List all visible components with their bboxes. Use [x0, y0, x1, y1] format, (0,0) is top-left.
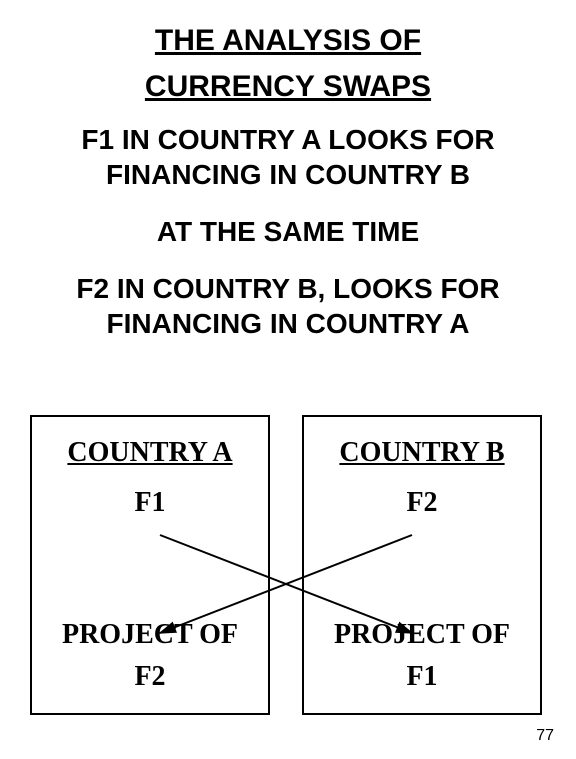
- country-a-title: COUNTRY A: [32, 437, 268, 469]
- country-b-project-firm: F1: [304, 661, 540, 693]
- paragraph-3a: F2 IN COUNTRY B, LOOKS FOR: [30, 271, 546, 306]
- country-a-project-label: PROJECT OF: [32, 619, 268, 651]
- country-b-box: COUNTRY B F2 PROJECT OF F1: [302, 415, 542, 715]
- paragraph-3b: FINANCING IN COUNTRY A: [30, 306, 546, 341]
- page-number: 77: [536, 727, 554, 745]
- diagram: COUNTRY A F1 PROJECT OF F2 COUNTRY B F2 …: [30, 415, 546, 725]
- country-b-firm: F2: [304, 487, 540, 519]
- country-b-project-label: PROJECT OF: [304, 619, 540, 651]
- slide: THE ANALYSIS OF CURRENCY SWAPS F1 IN COU…: [0, 0, 576, 759]
- paragraph-1a: F1 IN COUNTRY A LOOKS FOR: [30, 122, 546, 157]
- title-line-1: THE ANALYSIS OF: [30, 20, 546, 62]
- paragraph-2: AT THE SAME TIME: [30, 214, 546, 249]
- country-a-firm: F1: [32, 487, 268, 519]
- country-a-project-firm: F2: [32, 661, 268, 693]
- title-line-2: CURRENCY SWAPS: [30, 66, 546, 108]
- country-a-box: COUNTRY A F1 PROJECT OF F2: [30, 415, 270, 715]
- country-b-title: COUNTRY B: [304, 437, 540, 469]
- paragraph-1b: FINANCING IN COUNTRY B: [30, 157, 546, 192]
